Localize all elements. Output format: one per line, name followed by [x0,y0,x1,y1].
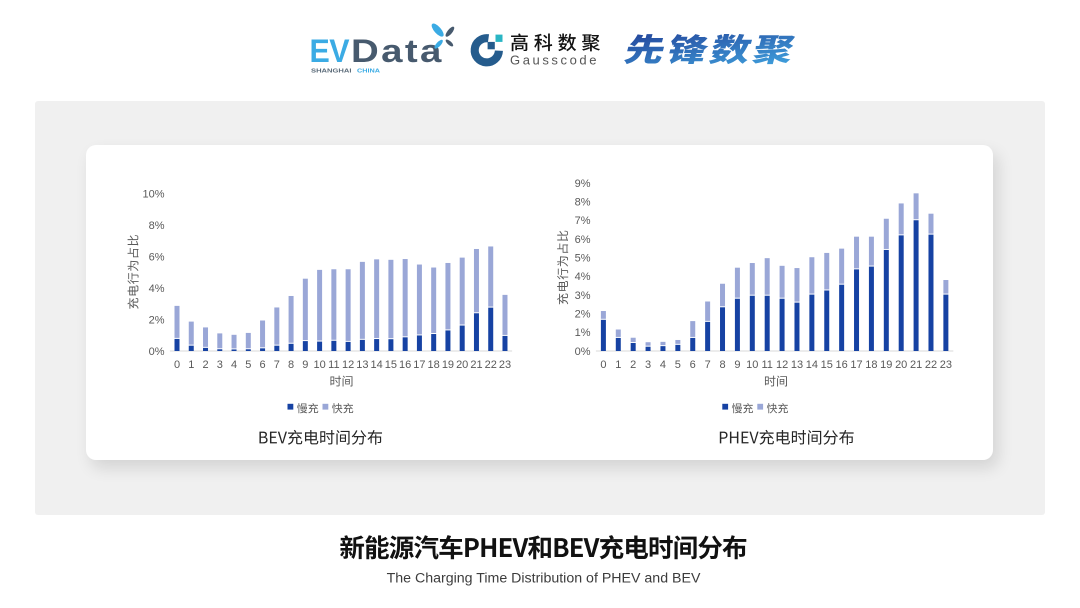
svg-text:16: 16 [836,359,848,371]
svg-text:3: 3 [645,359,651,371]
svg-text:4: 4 [660,359,666,371]
svg-text:1: 1 [188,359,194,371]
svg-text:9: 9 [302,359,308,371]
svg-text:23: 23 [940,359,952,371]
svg-text:15: 15 [821,359,833,371]
svg-text:17: 17 [850,359,862,371]
svg-text:11: 11 [761,359,772,371]
svg-text:7: 7 [705,359,711,371]
svg-text:0%: 0% [149,346,165,358]
svg-text:8: 8 [288,359,294,371]
svg-text:7: 7 [274,359,280,371]
svg-text:6%: 6% [575,234,591,246]
svg-text:21: 21 [910,359,922,371]
svg-text:18: 18 [865,359,877,371]
svg-text:13: 13 [356,359,368,371]
svg-text:8%: 8% [149,220,165,232]
svg-text:1%: 1% [575,327,591,339]
svg-text:14: 14 [371,359,383,371]
svg-text:15: 15 [385,359,397,371]
svg-text:10: 10 [746,359,758,371]
svg-text:6%: 6% [149,252,165,264]
svg-text:SHANGHAI: SHANGHAI [311,69,352,75]
svg-text:6: 6 [259,359,265,371]
svg-text:2: 2 [630,359,636,371]
svg-text:18: 18 [428,359,440,371]
svg-text:2%: 2% [149,314,165,326]
svg-text:6: 6 [690,359,696,371]
svg-text:8%: 8% [575,196,591,208]
svg-text:4%: 4% [149,283,165,295]
svg-text:3: 3 [217,359,223,371]
svg-text:9%: 9% [575,178,591,190]
svg-text:19: 19 [442,359,454,371]
svg-text:2%: 2% [575,309,591,321]
svg-text:2: 2 [202,359,208,371]
svg-text:3%: 3% [575,290,591,302]
svg-text:5%: 5% [575,253,591,265]
svg-text:20: 20 [895,359,907,371]
svg-text:17: 17 [413,359,425,371]
svg-text:5: 5 [675,359,681,371]
svg-text:16: 16 [399,359,411,371]
svg-text:10: 10 [313,359,325,371]
svg-text:8: 8 [719,359,725,371]
svg-text:0: 0 [600,359,606,371]
svg-text:10%: 10% [142,189,164,201]
svg-text:22: 22 [925,359,937,371]
svg-text:4: 4 [231,359,237,371]
svg-text:EV: EV [310,33,350,69]
svg-text:21: 21 [470,359,482,371]
svg-text:1: 1 [615,359,621,371]
svg-text:20: 20 [456,359,468,371]
svg-text:13: 13 [791,359,803,371]
svg-text:9: 9 [734,359,740,371]
svg-text:12: 12 [342,359,354,371]
svg-text:5: 5 [245,359,251,371]
svg-text:19: 19 [880,359,892,371]
svg-text:The Charging Time Distribution: The Charging Time Distribution of PHEV a… [387,571,701,587]
svg-text:23: 23 [499,359,511,371]
svg-text:12: 12 [776,359,788,371]
svg-text:14: 14 [806,359,818,371]
svg-text:CHINA: CHINA [357,69,380,75]
svg-text:7%: 7% [575,215,591,227]
svg-text:11: 11 [328,359,339,371]
svg-text:0: 0 [174,359,180,371]
svg-text:22: 22 [485,359,497,371]
svg-text:Data: Data [351,34,444,69]
svg-text:0%: 0% [575,346,591,358]
svg-text:Gausscode: Gausscode [510,53,598,68]
svg-text:4%: 4% [575,271,591,283]
